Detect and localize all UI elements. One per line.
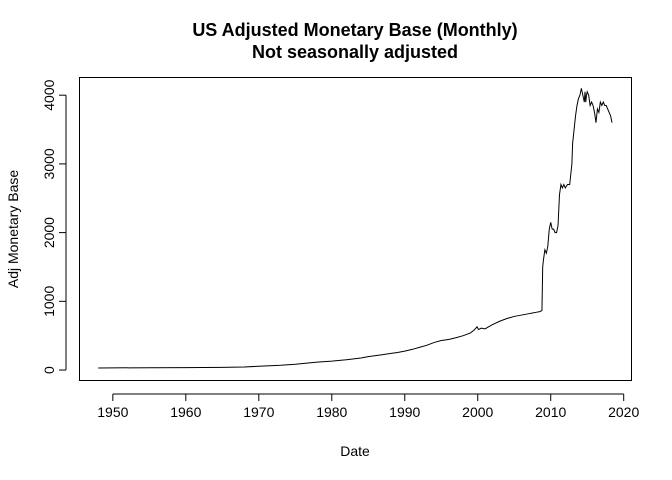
series-line (98, 88, 613, 369)
x-axis-label: Date (340, 443, 370, 459)
y-tick-label: 4000 (41, 79, 57, 110)
chart-subtitle: Not seasonally adjusted (252, 42, 458, 62)
x-tick-label: 1960 (170, 404, 201, 420)
series-layer (98, 88, 613, 369)
x-tick-label: 2020 (608, 404, 639, 420)
y-axis: 0 1000 2000 3000 4000 (41, 79, 67, 374)
chart-title: US Adjusted Monetary Base (Monthly) (192, 20, 517, 40)
x-tick-label: 1990 (389, 404, 420, 420)
x-tick-label: 1980 (316, 404, 347, 420)
y-tick-label: 3000 (41, 148, 57, 179)
y-tick-label: 0 (41, 366, 57, 374)
x-axis: 1950 1960 1970 1980 1990 2000 2010 2020 (97, 393, 639, 420)
y-tick-label: 2000 (41, 217, 57, 248)
y-axis-label: Adj Monetary Base (5, 170, 21, 288)
x-tick-label: 2000 (462, 404, 493, 420)
y-tick-label: 1000 (41, 286, 57, 317)
plot-area (79, 77, 632, 381)
x-tick-label: 1950 (97, 404, 128, 420)
x-tick-label: 1970 (243, 404, 274, 420)
x-tick-label: 2010 (535, 404, 566, 420)
